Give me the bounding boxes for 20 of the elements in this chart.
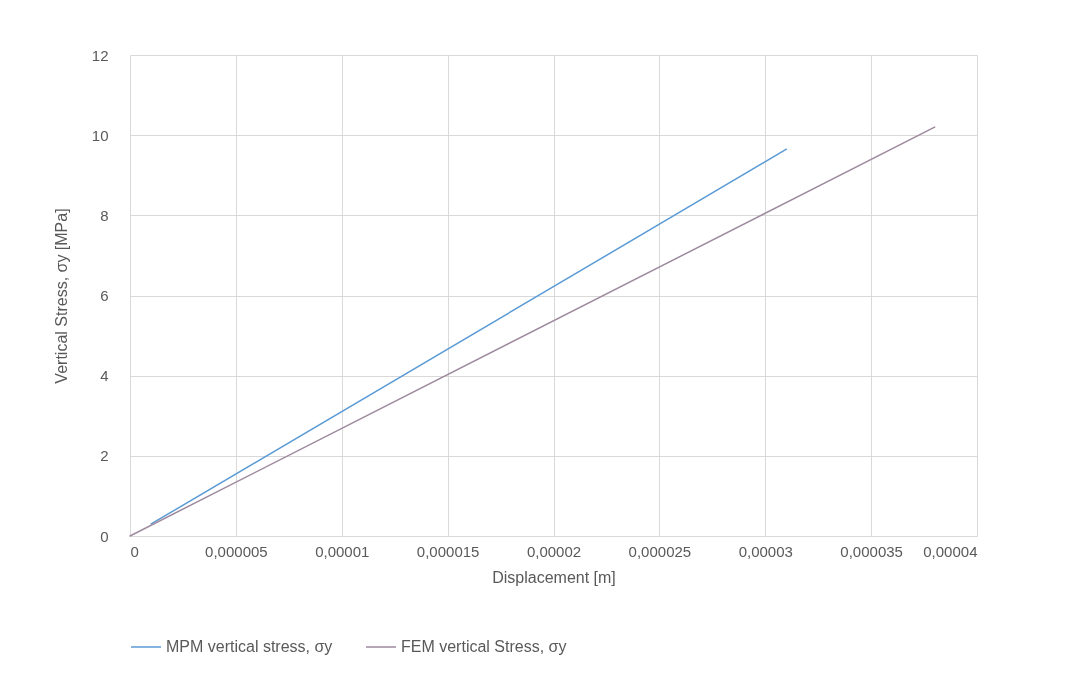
x-tick-label: 0,00003 [738,542,793,560]
legend-label: FEM vertical Stress, σy [401,638,567,655]
y-tick-label: 12 [91,46,109,64]
x-tick-label: 0,00001 [315,542,370,560]
y-tick-label: 8 [100,206,109,224]
y-axis-title: Vertical Stress, σy [MPa] [52,208,70,384]
x-tick-label: 0 [130,542,139,560]
y-tick-label: 2 [100,447,109,465]
x-axis-title: Displacement [m] [492,568,616,586]
y-tick-label: 10 [91,126,109,144]
legend-label: MPM vertical stress, σy [166,638,333,655]
x-tick-label: 0,000025 [628,542,692,560]
y-tick-label: 4 [100,367,109,385]
y-tick-label: 0 [100,527,109,545]
x-tick-label: 0,000005 [205,542,268,560]
y-tick-label: 6 [100,287,109,304]
x-tick-label: 0,00002 [526,542,582,560]
x-tick-label: 0,000035 [840,542,903,560]
x-tick-label: 0,00004 [923,542,978,560]
x-tick-label: 0,000015 [416,542,480,560]
